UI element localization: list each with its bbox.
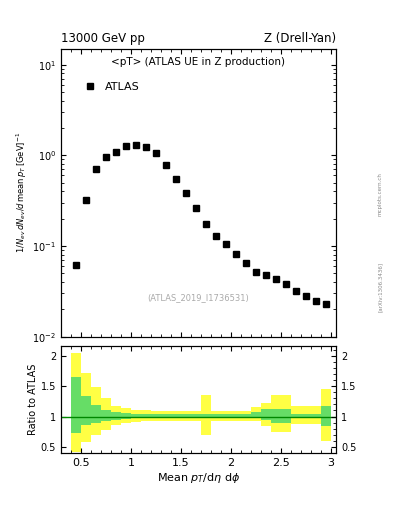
Text: Z (Drell-Yan): Z (Drell-Yan) bbox=[264, 32, 336, 45]
Y-axis label: Ratio to ATLAS: Ratio to ATLAS bbox=[28, 364, 38, 436]
X-axis label: Mean $p_T$/d$\eta$ d$\phi$: Mean $p_T$/d$\eta$ d$\phi$ bbox=[157, 471, 240, 485]
Text: mcplots.cern.ch: mcplots.cern.ch bbox=[378, 173, 383, 217]
Text: 13000 GeV pp: 13000 GeV pp bbox=[61, 32, 145, 45]
Legend: ATLAS: ATLAS bbox=[75, 77, 144, 96]
Text: [arXiv:1306.3436]: [arXiv:1306.3436] bbox=[378, 262, 383, 312]
Y-axis label: $1/N_{ev}\,dN_{ev}/d\,\mathrm{mean}\,p_T\,[\mathrm{GeV}]^{-1}$: $1/N_{ev}\,dN_{ev}/d\,\mathrm{mean}\,p_T… bbox=[15, 132, 29, 253]
Text: <pT> (ATLAS UE in Z production): <pT> (ATLAS UE in Z production) bbox=[112, 57, 285, 67]
Text: (ATLAS_2019_I1736531): (ATLAS_2019_I1736531) bbox=[148, 293, 249, 302]
